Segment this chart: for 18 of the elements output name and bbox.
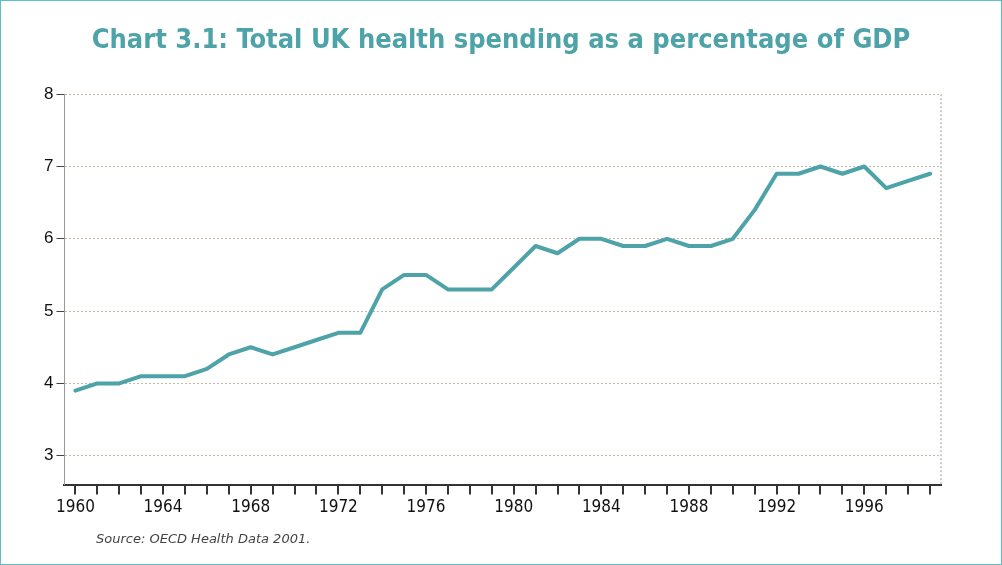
source-note: Source: OECD Health Data 2001.	[96, 531, 311, 546]
x-tick-label: 1980	[494, 496, 534, 517]
y-tick-label: 3	[43, 445, 54, 465]
x-tick-label: 1964	[143, 496, 183, 517]
y-tick-label: 8	[43, 83, 54, 103]
x-tick-label: 1984	[581, 496, 621, 517]
x-tick-label: 1996	[844, 496, 884, 517]
chart-title: Chart 3.1: Total UK health spending as a percentage of GDP	[90, 23, 912, 54]
y-tick-label: 4	[43, 373, 54, 393]
x-tick-label: 1976	[406, 496, 446, 517]
x-tick-label: 1988	[669, 496, 709, 517]
y-tick-label: 7	[43, 156, 54, 176]
y-tick-label: 6	[43, 228, 54, 248]
y-tick-label: 5	[43, 300, 54, 320]
x-tick-label: 1968	[231, 496, 271, 517]
x-tick-label: 1992	[757, 496, 797, 517]
x-tick-label: 1960	[55, 496, 95, 517]
x-tick-label: 1972	[318, 496, 358, 517]
